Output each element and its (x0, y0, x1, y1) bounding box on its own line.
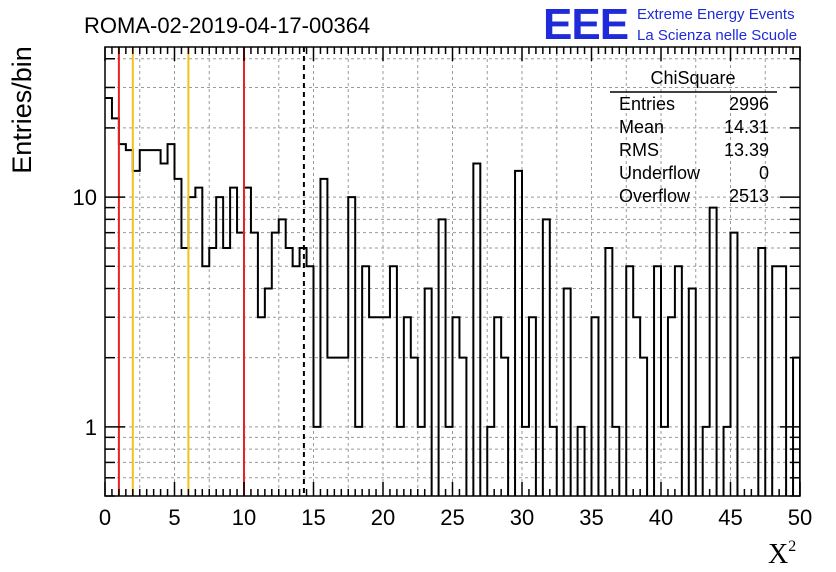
histogram-bin (188, 197, 195, 496)
histogram-bin (265, 289, 272, 496)
x-tick-label: 5 (168, 505, 180, 530)
histogram-bin (307, 266, 314, 496)
x-tick-label: 20 (371, 505, 395, 530)
x-axis-ticks: 0 5 10 15 20 25 30 35 40 45 50 (99, 47, 812, 530)
histogram-bin (654, 266, 661, 496)
histogram-bin (293, 266, 300, 496)
histogram-bin (564, 289, 571, 496)
histogram-bin (244, 188, 251, 496)
histogram-bin (376, 317, 383, 496)
histogram-bin (605, 248, 612, 496)
histogram-bin (175, 179, 182, 496)
x-tick-label: 35 (579, 505, 603, 530)
histogram-bin (779, 266, 786, 496)
chart-title: ROMA-02-2019-04-17-00364 (84, 13, 370, 38)
x-tick-label: 45 (718, 505, 742, 530)
threshold-lines (117, 47, 305, 496)
eee-logo: EEE Extreme Energy Events La Scienza nel… (543, 0, 797, 49)
histogram-bin (161, 164, 168, 496)
histogram-line (105, 96, 800, 496)
histogram-bin (689, 289, 696, 496)
stats-value: 13.39 (724, 140, 769, 160)
eee-logo-mark: EEE (543, 0, 628, 49)
x-axis-label-superscript: 2 (788, 538, 796, 555)
histogram-bin (529, 317, 536, 496)
histogram-bin (147, 150, 154, 496)
histogram-bin (216, 197, 223, 496)
histogram-bin (362, 266, 369, 496)
x-tick-label: 50 (788, 505, 812, 530)
histogram-bin (404, 317, 411, 496)
histogram-bin (272, 233, 279, 496)
x-axis-label-base: X (768, 539, 788, 570)
histogram-bin (181, 248, 188, 496)
histogram-bin (202, 266, 209, 496)
x-tick-label: 10 (232, 505, 256, 530)
x-axis-label: X2 (768, 538, 796, 570)
stats-rows: Entries 2996 Mean 14.31 RMS 13.39 Underflow 0 Ov… (619, 94, 769, 206)
stats-value: 0 (759, 163, 769, 183)
histogram-bin (209, 248, 216, 496)
x-tick-label: 25 (440, 505, 464, 530)
histogram-bin (223, 248, 230, 496)
x-tick-label: 15 (301, 505, 325, 530)
stats-label: Mean (619, 117, 664, 137)
histogram-bin (105, 98, 112, 496)
x-tick-label: 0 (99, 505, 111, 530)
stats-title: ChiSquare (650, 68, 735, 88)
histogram-bin (675, 266, 682, 496)
histogram-bin (230, 188, 237, 496)
stats-value: 2996 (729, 94, 769, 114)
stats-label: Underflow (619, 163, 701, 183)
histogram-bin (237, 233, 244, 496)
histogram-bin (126, 150, 133, 496)
histogram-bin (286, 248, 293, 496)
stats-box: ChiSquare Entries 2996 Mean 14.31 RMS 13.39 Un… (610, 68, 777, 206)
histogram-bin (320, 179, 327, 496)
y-tick-label: 10 (73, 185, 97, 210)
y-axis-label: Entries/bin (7, 46, 37, 174)
histogram-bin (383, 317, 390, 496)
histogram-bin (348, 197, 355, 496)
stats-label: Entries (619, 94, 675, 114)
y-axis-ticks: 1 10 (73, 58, 800, 497)
histogram-bin (772, 266, 779, 496)
histogram-bin (710, 208, 717, 496)
eee-logo-line1: Extreme Energy Events (637, 6, 795, 23)
histogram-bin (758, 248, 765, 496)
histogram-bin (140, 150, 147, 496)
histogram-bin (425, 289, 432, 496)
histogram-bin (668, 317, 675, 496)
stats-value: 2513 (729, 186, 769, 206)
histogram-bin (453, 317, 460, 496)
stats-label: RMS (619, 140, 659, 160)
histogram-bin (112, 118, 119, 496)
histogram-bin (592, 317, 599, 496)
histogram-bin (626, 266, 633, 496)
histogram-bin (154, 150, 161, 496)
histogram-bin (251, 233, 258, 496)
histogram-bin (390, 266, 397, 496)
histogram-bin (195, 188, 202, 496)
y-tick-label: 1 (85, 415, 97, 440)
histogram-bin (494, 317, 501, 496)
eee-logo-line2: La Scienza nelle Scuole (637, 27, 797, 44)
histogram-bin (369, 317, 376, 496)
histogram-bin (633, 317, 640, 496)
x-tick-label: 30 (510, 505, 534, 530)
histogram-bin (258, 317, 265, 496)
histogram-bin (473, 164, 480, 496)
histogram-bin (731, 233, 738, 496)
x-tick-label: 40 (649, 505, 673, 530)
stats-value: 14.31 (724, 117, 769, 137)
stats-label: Overflow (619, 186, 691, 206)
